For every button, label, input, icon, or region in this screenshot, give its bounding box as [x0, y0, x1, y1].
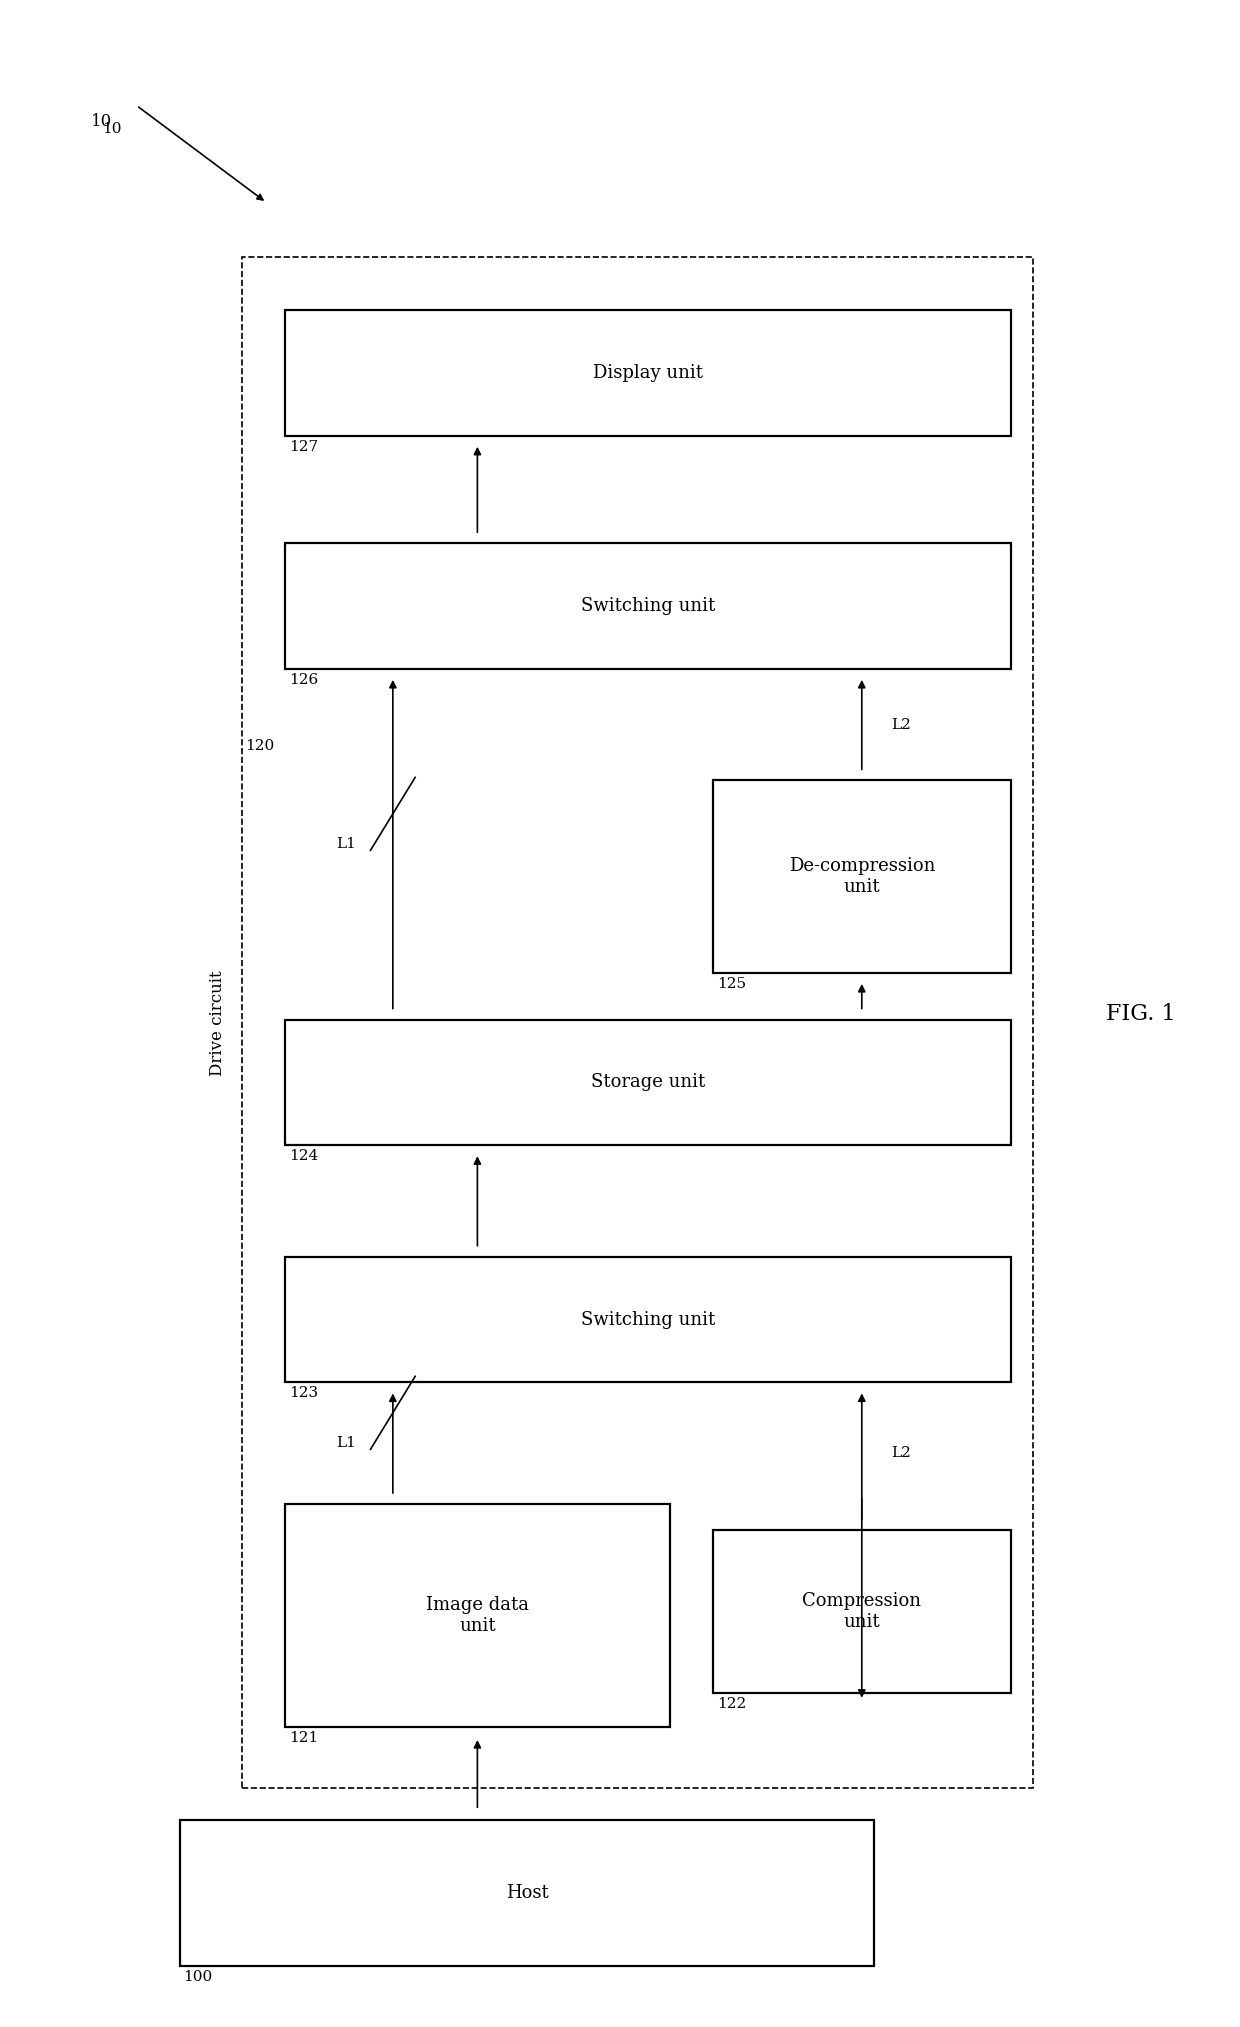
Text: FIG. 1: FIG. 1	[1106, 1003, 1176, 1024]
Bar	[285, 1504, 670, 1727]
Text: Drive circuit: Drive circuit	[208, 971, 226, 1076]
Text: 121: 121	[289, 1731, 319, 1745]
Text: Host: Host	[506, 1885, 548, 1901]
Bar	[713, 780, 1011, 973]
Text: 122: 122	[717, 1697, 746, 1711]
Text: 126: 126	[289, 673, 319, 687]
Bar	[242, 257, 1033, 1788]
Text: L2: L2	[892, 1447, 911, 1459]
Text: L1: L1	[336, 1437, 356, 1449]
Text: Switching unit: Switching unit	[580, 1311, 715, 1328]
Bar	[713, 1530, 1011, 1693]
Text: 120: 120	[246, 740, 275, 752]
Text: Storage unit: Storage unit	[590, 1074, 706, 1091]
Text: De-compression
unit: De-compression unit	[789, 857, 935, 896]
Bar	[285, 1257, 1011, 1382]
Text: Switching unit: Switching unit	[580, 598, 715, 614]
Text: 123: 123	[289, 1386, 317, 1401]
Bar	[285, 543, 1011, 669]
Bar	[180, 1820, 874, 1966]
Text: Image data
unit: Image data unit	[425, 1595, 529, 1636]
Text: 125: 125	[717, 977, 745, 991]
Text: 127: 127	[289, 440, 317, 454]
Text: 100: 100	[184, 1970, 213, 1984]
Text: Compression
unit: Compression unit	[802, 1591, 921, 1632]
Text: L2: L2	[892, 718, 911, 732]
Text: 10: 10	[102, 122, 122, 136]
Bar	[285, 1020, 1011, 1145]
Text: 124: 124	[289, 1149, 319, 1163]
Text: 10: 10	[91, 114, 113, 130]
Text: Display unit: Display unit	[593, 365, 703, 381]
Bar	[285, 310, 1011, 436]
Text: L1: L1	[336, 837, 356, 851]
